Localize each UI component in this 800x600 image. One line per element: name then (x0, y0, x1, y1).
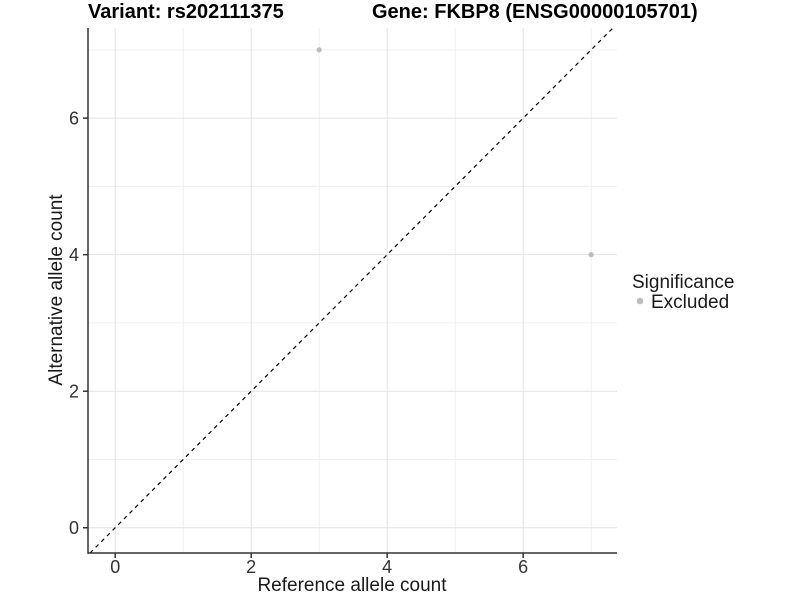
gridlines-minor (88, 28, 617, 553)
x-tick-label: 0 (110, 557, 120, 577)
data-point (316, 47, 322, 53)
gridlines-major (88, 28, 617, 553)
gene-title: Gene: FKBP8 (ENSG00000105701) (372, 1, 698, 23)
y-axis-title: Alternative allele count (46, 194, 67, 386)
data-points-layer (316, 47, 594, 258)
axis-lines-layer (87, 28, 617, 554)
legend: Significance Excluded (632, 272, 734, 313)
data-point (588, 252, 594, 258)
x-tick-label: 6 (518, 557, 528, 577)
x-tick-label: 2 (246, 557, 256, 577)
y-tick-label: 6 (69, 109, 79, 129)
y-tick-label: 4 (69, 245, 79, 265)
identity-line-layer (89, 27, 614, 554)
identity-line (89, 27, 614, 554)
axis-ticks-layer: 0 2 4 6 0 2 4 6 (69, 109, 528, 577)
y-tick-label: 2 (69, 382, 79, 402)
x-axis-title: Reference allele count (257, 575, 447, 596)
legend-key-dot (636, 297, 644, 305)
variant-title: Variant: rs202111375 (88, 1, 284, 23)
y-tick-label: 0 (69, 518, 79, 538)
x-tick-label: 4 (382, 557, 392, 577)
legend-title: Significance (632, 272, 734, 293)
legend-item-label: Excluded (651, 292, 729, 313)
